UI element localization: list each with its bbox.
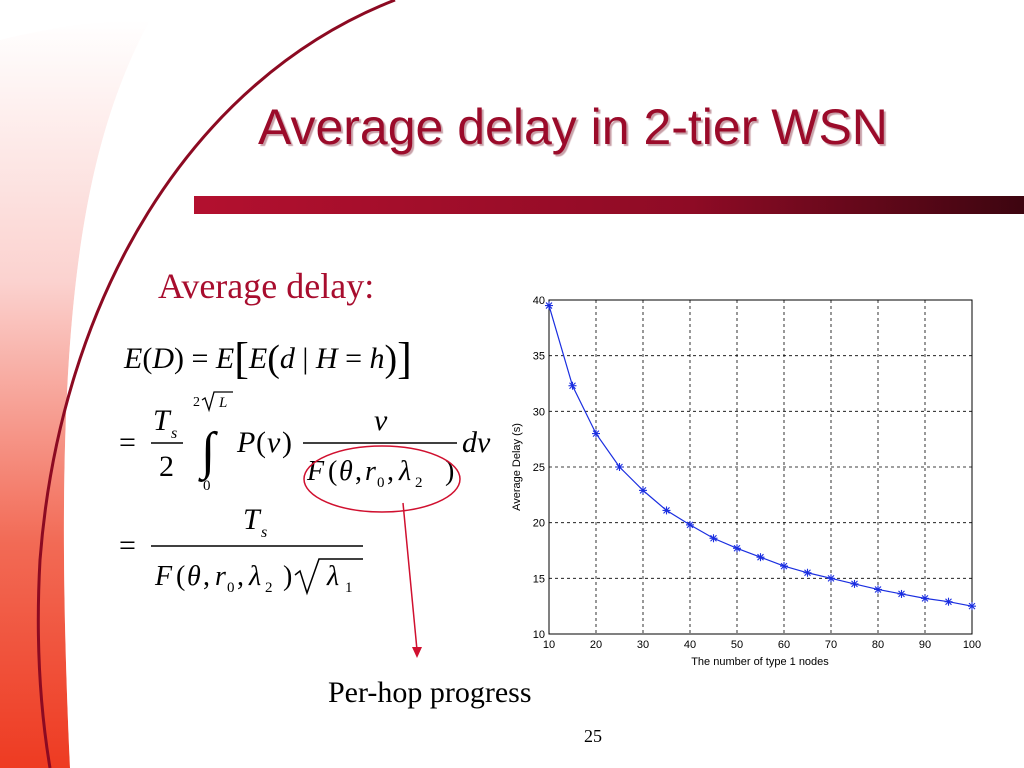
- svg-text:λ: λ: [398, 456, 411, 487]
- data-point: [733, 544, 741, 553]
- average-delay-chart: 10 20 30 40 50 60 70 80 90 100 10 15 20 25 30 35 40 The …: [511, 295, 981, 668]
- data-point: [568, 381, 577, 390]
- svg-text:T: T: [243, 503, 262, 536]
- svg-text:dv: dv: [462, 426, 491, 459]
- data-point: [662, 506, 671, 515]
- svg-text:): ): [282, 426, 292, 459]
- equation-line-2: = T s 2 2 L ∫ 0 P ( v ) v F ( θ , r 0 , …: [119, 391, 491, 494]
- svg-text:(: (: [176, 561, 185, 592]
- x-tick-label: 40: [684, 639, 696, 651]
- y-tick-label: 25: [533, 462, 545, 474]
- data-point: [686, 520, 694, 529]
- svg-text:,: ,: [203, 561, 210, 592]
- svg-text:=: =: [119, 426, 136, 459]
- x-tick-label: 50: [731, 639, 743, 651]
- svg-text:λ: λ: [326, 561, 339, 592]
- data-point: [944, 597, 953, 606]
- svg-text:θ: θ: [187, 561, 201, 592]
- equation-line-1: E(D) = E[E(d | H = h)]: [124, 334, 412, 383]
- svg-text:L: L: [218, 395, 227, 411]
- data-point: [756, 553, 765, 562]
- y-tick-label: 15: [533, 573, 545, 585]
- plot-area-frame: [548, 299, 973, 635]
- y-axis-label: Average Delay (s): [511, 423, 523, 511]
- data-point: [897, 589, 906, 598]
- svg-text:r: r: [365, 456, 376, 487]
- x-tick-label: 90: [919, 639, 931, 651]
- y-tick-label: 40: [533, 295, 545, 307]
- data-point: [592, 429, 600, 438]
- y-tick-label: 30: [533, 406, 545, 418]
- data-point: [615, 463, 624, 471]
- svg-text:T: T: [153, 404, 172, 437]
- svg-text:∫: ∫: [198, 423, 218, 482]
- svg-text:,: ,: [387, 456, 394, 487]
- svg-text:0: 0: [377, 475, 385, 491]
- svg-text:s: s: [261, 524, 267, 541]
- svg-text:v: v: [267, 426, 281, 459]
- data-point: [850, 579, 859, 588]
- data-point: [874, 585, 882, 594]
- svg-text:θ: θ: [339, 456, 353, 487]
- data-point: [545, 301, 553, 310]
- data-point: [709, 534, 718, 543]
- data-point: [803, 568, 812, 577]
- svg-text:2: 2: [265, 580, 273, 596]
- x-tick-label: 70: [825, 639, 837, 651]
- svg-text:v: v: [374, 404, 388, 437]
- svg-text:,: ,: [237, 561, 244, 592]
- callout-annotation: [303, 445, 461, 658]
- section-subheading: Average delay:: [158, 266, 375, 306]
- svg-text:): ): [445, 456, 454, 487]
- svg-text:s: s: [171, 425, 177, 442]
- svg-text:2: 2: [159, 450, 174, 483]
- x-tick-label: 20: [590, 639, 602, 651]
- x-axis-label: The number of type 1 nodes: [691, 656, 829, 668]
- arrow-head-icon: [412, 647, 422, 658]
- svg-text:(: (: [328, 456, 337, 487]
- y-tick-label: 10: [533, 629, 545, 641]
- svg-text:F: F: [306, 456, 325, 487]
- svg-text:λ: λ: [248, 561, 261, 592]
- page-number: 25: [584, 726, 602, 746]
- data-point: [639, 486, 647, 495]
- slide-title: Average delay in 2-tier WSN: [258, 99, 888, 155]
- x-tick-label: 80: [872, 639, 884, 651]
- x-tick-label: 100: [963, 639, 981, 651]
- data-point: [827, 574, 835, 583]
- data-point: [968, 602, 976, 611]
- svg-text:0: 0: [203, 478, 211, 494]
- title-underline-bar: [194, 196, 1024, 214]
- x-tick-label: 30: [637, 639, 649, 651]
- svg-text:2: 2: [415, 475, 423, 491]
- data-point: [921, 594, 929, 603]
- svg-text:,: ,: [355, 456, 362, 487]
- svg-text:(: (: [256, 426, 266, 459]
- svg-text:P: P: [236, 426, 255, 459]
- data-point: [780, 562, 788, 571]
- y-tick-label: 20: [533, 518, 545, 530]
- caption-per-hop-progress: Per-hop progress: [328, 676, 532, 709]
- svg-text:r: r: [215, 561, 226, 592]
- highlight-ellipse: [303, 445, 461, 513]
- x-tick-label: 10: [543, 639, 555, 651]
- svg-text:0: 0: [227, 580, 235, 596]
- svg-text:F: F: [154, 561, 173, 592]
- callout-arrow: [402, 502, 418, 651]
- y-tick-label: 35: [533, 351, 545, 363]
- svg-text:): ): [283, 561, 292, 592]
- chart-ticks: 10 20 30 40 50 60 70 80 90 100 10 15 20 25 30 35 40: [533, 295, 981, 651]
- chart-grid: [548, 299, 973, 635]
- x-tick-label: 60: [778, 639, 790, 651]
- equation-line-3: = T s F ( θ , r 0 , λ 2 ) λ 1: [119, 503, 363, 596]
- chart-series: [545, 301, 976, 611]
- svg-text:=: =: [119, 529, 136, 562]
- svg-text:2: 2: [193, 395, 200, 410]
- svg-text:1: 1: [345, 580, 353, 596]
